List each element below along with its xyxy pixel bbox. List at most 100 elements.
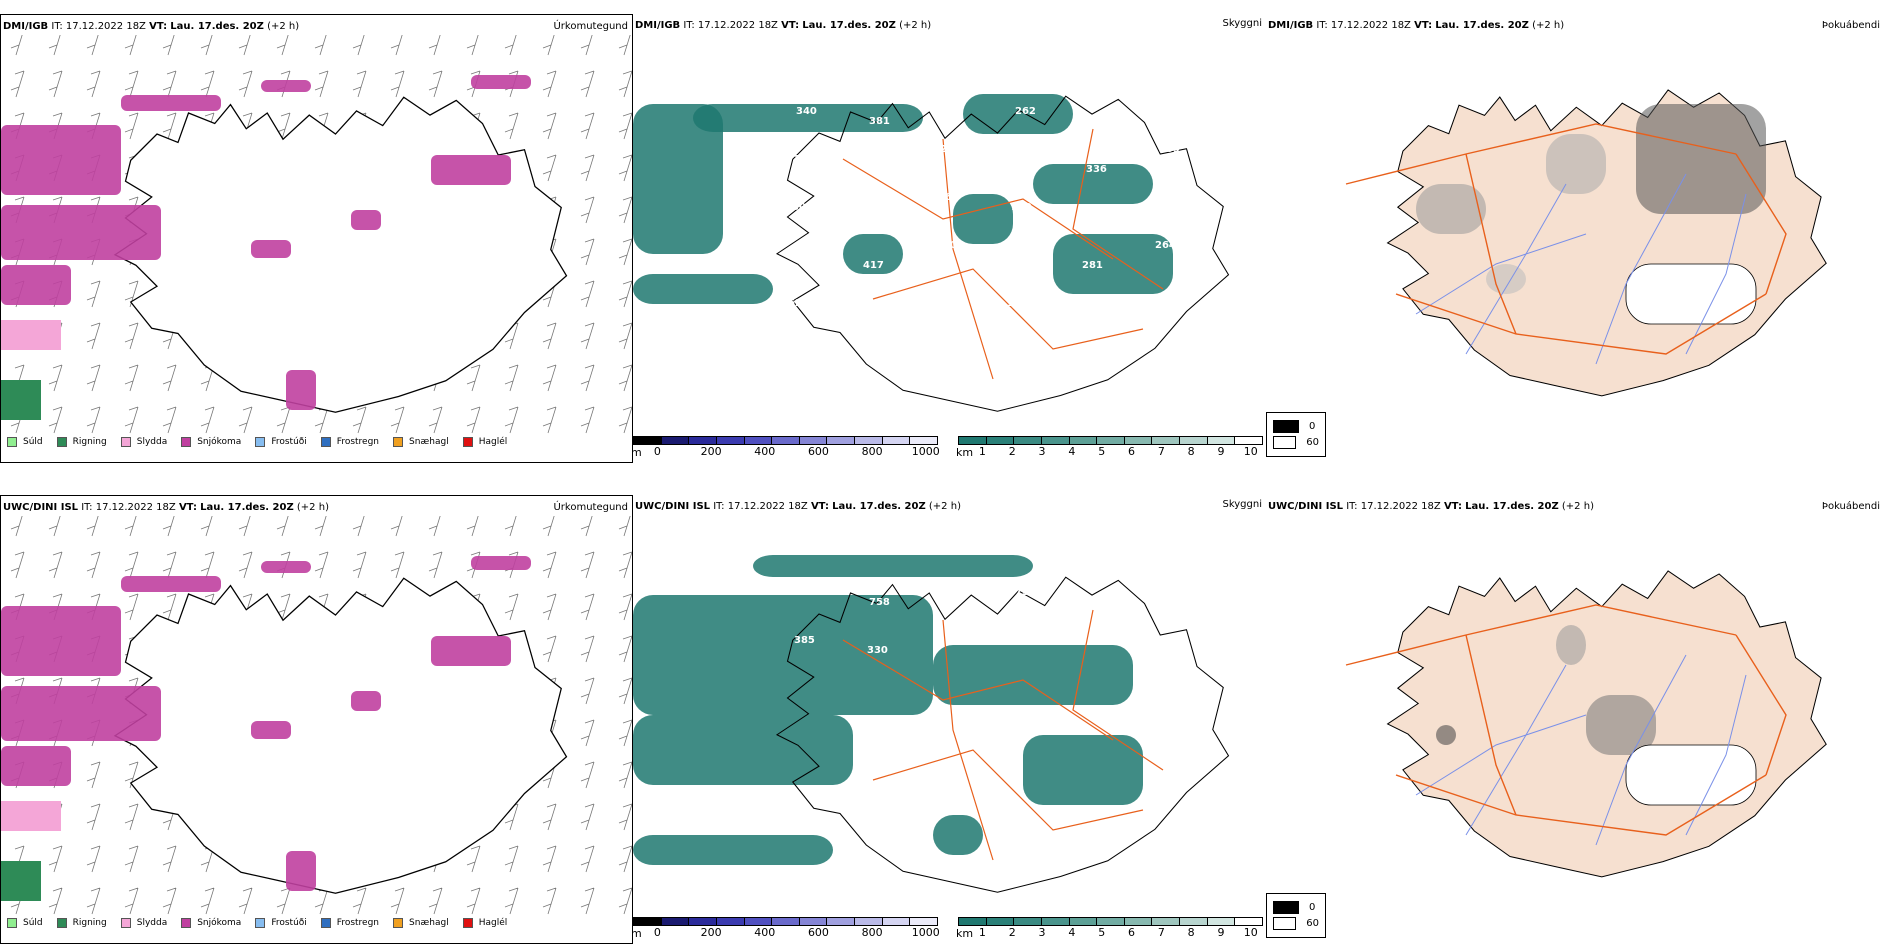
wind-barb — [48, 70, 63, 98]
colorbar-bin — [1152, 918, 1181, 925]
wind-barb — [162, 70, 177, 98]
cloud-label: 262 — [1015, 106, 1036, 117]
panel-variable-name: Skyggni — [1222, 499, 1262, 510]
wind-barb — [352, 406, 367, 434]
fog-area — [1416, 184, 1486, 234]
colorbar-bin — [910, 437, 938, 444]
snow-area — [121, 576, 221, 592]
colorbar-strip — [633, 436, 938, 445]
wind-barb — [580, 719, 595, 747]
fog-legend-item: 60 — [1273, 917, 1319, 930]
cloud-label: 163 — [938, 192, 959, 203]
wind-barb — [504, 887, 519, 915]
wind-barb — [124, 112, 139, 140]
road-network — [1345, 123, 1787, 355]
cloud-label: 299 — [940, 144, 961, 155]
fog-legend-swatch — [1273, 436, 1297, 449]
cloud-label: 330 — [867, 645, 888, 656]
colorbar-tick: 8 — [1187, 926, 1195, 939]
legend-label: Rigning — [72, 918, 107, 928]
wind-barb — [124, 803, 139, 831]
panel-variable-name: Úrkomutegund — [553, 502, 628, 513]
fog-legend-swatch — [1273, 420, 1299, 433]
legend-item: Rigning — [56, 437, 107, 447]
wind-barb — [314, 70, 329, 98]
wind-barb — [10, 551, 25, 579]
legend-item: Súld — [7, 918, 43, 928]
colorbar-bin — [744, 437, 773, 444]
panel-variable-name: Úrkomutegund — [553, 21, 628, 32]
wind-barb — [162, 551, 177, 579]
cloud-area — [843, 234, 903, 274]
snow-area — [351, 691, 381, 711]
wind-barb — [466, 35, 479, 56]
wind-barb — [618, 803, 632, 831]
wind-barb — [124, 280, 139, 308]
fog-area — [1556, 625, 1586, 665]
wind-barb — [124, 406, 139, 434]
wind-barb — [86, 551, 101, 579]
panel-title: DMI/IGB IT: 17.12.2022 18Z VT: Lau. 17.d… — [1268, 20, 1565, 31]
wind-barb — [200, 551, 215, 579]
wind-barb — [504, 593, 519, 621]
cloud-map: 945 340 381 452 262 381 371 208 253 299 156 336 309 3… — [633, 94, 1230, 412]
fog-legend-swatch — [1273, 917, 1297, 930]
fog-legend-item: 0 — [1273, 420, 1319, 433]
wind-barb — [124, 593, 139, 621]
legend-item: Rigning — [56, 918, 107, 928]
colorbar-tick: 6 — [1128, 926, 1135, 939]
wind-barb — [314, 406, 329, 434]
river — [1595, 173, 1687, 365]
cloud-area — [633, 835, 833, 865]
sleet-area — [1, 320, 61, 350]
cloud-area — [693, 104, 923, 132]
legend-swatch — [7, 918, 17, 928]
colorbar-tick: 600 — [807, 926, 829, 939]
wind-barb — [390, 887, 405, 915]
colorbar-tick: 400 — [754, 445, 776, 458]
wind-barb — [504, 516, 517, 537]
wind-barb — [580, 516, 593, 537]
cloud-label: 759 — [1015, 587, 1036, 598]
colorbar-tick: 9 — [1217, 926, 1225, 939]
wind-barb — [86, 803, 101, 831]
legend-label: Frostregn — [336, 437, 380, 447]
wind-barb — [542, 551, 557, 579]
legend-label: Snjókoma — [197, 437, 242, 447]
cloud-area — [633, 274, 773, 304]
wind-barb — [86, 364, 101, 392]
cloud-area — [1033, 164, 1153, 204]
wind-barb — [276, 35, 289, 56]
colorbar-bin — [661, 918, 690, 925]
colorbar-bin — [661, 437, 690, 444]
panel-variable-name: Þokuábendi — [1821, 20, 1880, 31]
cloud-label: 263 — [1009, 250, 1030, 261]
panel-title: UWC/DINI ISL IT: 17.12.2022 18Z VT: Lau.… — [3, 502, 329, 513]
cloud-label: 381 — [869, 116, 890, 127]
fog-legend-label: 0 — [1309, 902, 1316, 913]
wind-barb — [466, 406, 481, 434]
colorbar-ticks: 0 200 400 600 800 1000 — [633, 926, 940, 939]
precip-type-panel-uwc: UWC/DINI ISL IT: 17.12.2022 18Z VT: Lau.… — [0, 495, 633, 944]
road — [1072, 609, 1164, 771]
wind-barb — [466, 845, 481, 873]
road — [1465, 153, 1517, 335]
legend-label: Haglél — [478, 437, 508, 447]
legend-swatch — [393, 437, 404, 447]
colorbar-tick: 3 — [1038, 926, 1046, 939]
colorbar-tick: 8 — [1187, 445, 1195, 458]
cloud-label: 208 — [794, 154, 815, 165]
cloud-label: 302 — [792, 202, 813, 213]
wind-barb — [618, 112, 632, 140]
legend-label: Rigning — [72, 437, 107, 447]
cloud-label: 452 — [942, 96, 963, 107]
colorbar-bin — [986, 437, 1015, 444]
legend-label: Frostregn — [336, 918, 380, 928]
wind-barb — [580, 112, 595, 140]
colorbar-tick: 800 — [861, 926, 883, 939]
wind-barb — [86, 35, 99, 56]
colorbar-tick: 0 — [653, 926, 661, 939]
wind-barb — [618, 406, 632, 434]
wind-barb — [314, 887, 329, 915]
wind-barb — [618, 887, 632, 915]
